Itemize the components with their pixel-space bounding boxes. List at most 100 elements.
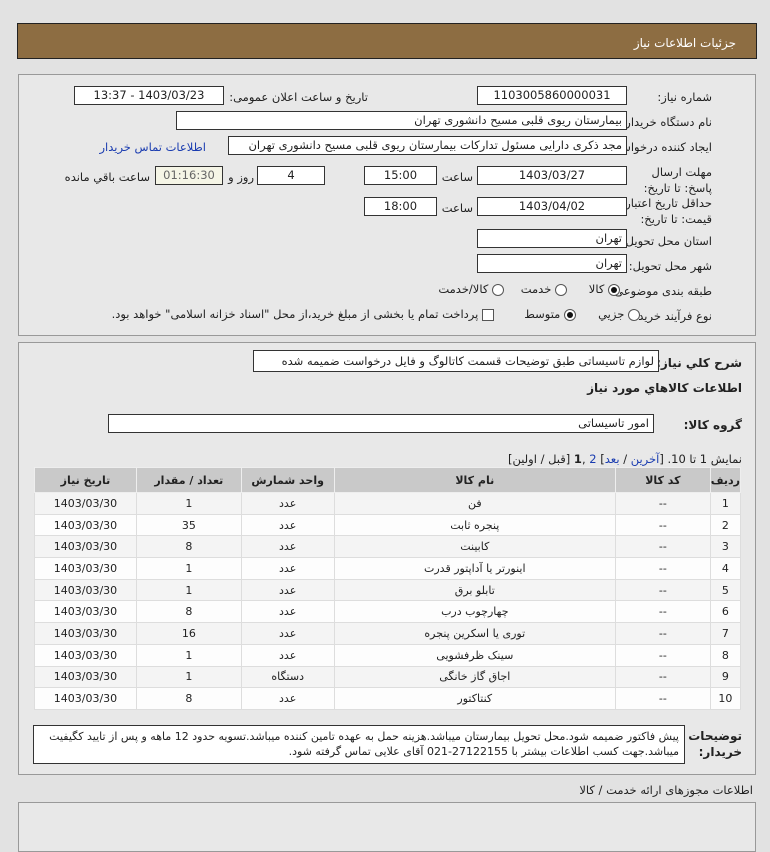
quantity-cell: 1 <box>135 557 242 580</box>
pagination: نمایش 1 تا 10. [آخرین / بعد] 2 ,1 [قبل /… <box>508 452 742 466</box>
goods-table: ردیف کد کالا نام کالا واحد شمارش تعداد / مقد… <box>34 467 742 710</box>
announce-date-label: تاریخ و ساعت اعلان عمومی: <box>229 90 368 104</box>
quantity-cell: 8 <box>135 687 242 710</box>
row-number-cell: 2 <box>709 513 742 537</box>
need-date-cell: 1403/03/30 <box>34 557 137 580</box>
summary-label: شرح کلي نياز: <box>656 356 742 370</box>
creator-field: مجد ذکری دارایی مسئول تدارکات بیمارستان … <box>228 136 627 155</box>
table-row: 2 -- پنجره ثابت عدد 35 1403/03/30 <box>34 513 742 537</box>
quantity-cell: 1 <box>135 578 242 602</box>
need-date-cell: 1403/03/30 <box>34 535 137 559</box>
quantity-cell: 35 <box>135 513 242 537</box>
column-header: ردیف <box>709 467 742 493</box>
category-radio-goods[interactable]: کالا <box>589 282 620 296</box>
process-radio-medium[interactable]: متوسط <box>524 307 576 321</box>
deadline-date-field: 1403/03/27 <box>477 166 627 185</box>
goods-code-cell: -- <box>614 513 711 537</box>
radio-label: کالا <box>588 282 605 296</box>
goods-code-cell: -- <box>614 622 711 645</box>
goods-name-cell: کابینت <box>333 535 616 559</box>
goods-code-cell: -- <box>614 687 711 710</box>
column-header: تعداد / مقدار <box>135 467 242 493</box>
process-label: نوع فرآیند خرید : <box>630 309 712 323</box>
pager-next-link[interactable]: بعد <box>604 452 620 466</box>
column-header: کد کالا <box>614 467 711 493</box>
goods-name-cell: تابلو برق <box>333 578 616 602</box>
quantity-cell: 8 <box>135 535 242 559</box>
goods-code-cell: -- <box>614 600 711 624</box>
need-date-cell: 1403/03/30 <box>34 665 137 689</box>
pager-sep: / <box>623 452 628 466</box>
radio-label: متوسط <box>524 307 561 321</box>
unit-cell: عدد <box>240 622 335 645</box>
goods-group-field: امور تاسیساتی <box>108 414 654 433</box>
need-date-cell: 1403/03/30 <box>34 600 137 624</box>
goods-group-label: گروه کالا: <box>683 418 742 432</box>
checkbox-label: پرداخت تمام یا بخشی از مبلغ خرید،از محل … <box>111 307 479 321</box>
radio-icon <box>628 308 640 321</box>
need-date-cell: 1403/03/30 <box>34 643 137 667</box>
column-header: تاریخ نیاز <box>34 467 137 493</box>
unit-cell: عدد <box>240 492 335 515</box>
process-radio-minor[interactable]: جزیي <box>598 307 640 321</box>
category-radio-goods-service[interactable]: کالا/خدمت <box>438 282 504 296</box>
radio-selected-icon <box>608 283 620 296</box>
radio-label: کالا/خدمت <box>438 282 489 296</box>
summary-field: لوازم تاسیساتی طبق توضیحات قسمت کاتالوگ … <box>253 350 659 372</box>
goods-name-cell: چهارچوب درب <box>333 600 616 624</box>
treasury-payment-checkbox[interactable]: پرداخت تمام یا بخشی از مبلغ خرید،از محل … <box>112 307 494 321</box>
table-header-row: ردیف کد کالا نام کالا واحد شمارش تعداد / مقد… <box>34 467 742 493</box>
deadline-time-label: ساعت <box>441 170 473 184</box>
buyer-field: بیمارستان ریوی قلبی مسیح دانشوری تهران <box>176 111 627 130</box>
category-radio-service[interactable]: خدمت <box>521 282 567 296</box>
row-number-cell: 6 <box>709 600 742 624</box>
permits-panel <box>18 802 756 852</box>
need-date-cell: 1403/03/30 <box>34 492 137 515</box>
need-date-cell: 1403/03/30 <box>34 687 137 710</box>
column-header: واحد شمارش <box>240 467 335 493</box>
row-number-cell: 3 <box>709 535 742 559</box>
goods-name-cell: فن <box>333 492 616 515</box>
goods-code-cell: -- <box>614 665 711 689</box>
column-header: نام کالا <box>333 467 616 493</box>
goods-code-cell: -- <box>614 578 711 602</box>
goods-name-cell: اینورتر یا آداپتور قدرت <box>333 557 616 580</box>
buyer-contact-link[interactable]: اطلاعات تماس خریدار <box>99 140 206 154</box>
quantity-cell: 8 <box>135 600 242 624</box>
province-label: استان محل تحویل: <box>621 234 712 248</box>
row-number-cell: 1 <box>709 492 742 515</box>
province-field: تهران <box>477 229 627 248</box>
pager-page-2[interactable]: 2 <box>589 452 597 466</box>
unit-cell: دستگاه <box>240 665 335 689</box>
need-number-label: شماره نیاز: <box>657 90 712 104</box>
table-row: 4 -- اینورتر یا آداپتور قدرت عدد 1 1403/03/30 <box>34 557 742 580</box>
table-row: 8 -- سینک ظرفشویی عدد 1 1403/03/30 <box>34 643 742 667</box>
deadline-label: مهلت ارسال پاسخ: تا تاریخ: <box>643 165 712 195</box>
unit-cell: عدد <box>240 557 335 580</box>
quantity-cell: 1 <box>135 643 242 667</box>
goods-code-cell: -- <box>614 492 711 515</box>
goods-info-title: اطلاعات کالاهاي مورد نياز <box>587 381 742 395</box>
unit-cell: عدد <box>240 687 335 710</box>
goods-code-cell: -- <box>614 557 711 580</box>
permits-title: اطلاعات مجوزهای ارائه خدمت / کالا <box>579 783 753 797</box>
table-row: 7 -- توری یا اسکرین پنجره عدد 16 1403/03/30 <box>34 622 742 645</box>
buyer-notes-field: پیش فاکتور ضمیمه شود.محل تحویل بیمارستان… <box>33 725 685 764</box>
row-number-cell: 10 <box>709 687 742 710</box>
validity-label: حداقل تاریخ اعتبار قیمت: تا تاریخ: <box>625 196 712 226</box>
goods-name-cell: اجاق گاز خانگی <box>333 665 616 689</box>
checkbox-icon <box>482 308 494 321</box>
pager-range: نمایش 1 تا 10. <box>667 452 742 466</box>
pager-prev-first: [قبل / اولین] <box>507 452 571 466</box>
need-date-cell: 1403/03/30 <box>34 513 137 537</box>
table-row: 9 -- اجاق گاز خانگی دستگاه 1 1403/03/30 <box>34 665 742 689</box>
days-label: روز و <box>228 170 254 184</box>
buyer-notes-label: توضیحات خریدار: <box>688 729 742 759</box>
table-row: 5 -- تابلو برق عدد 1 1403/03/30 <box>34 578 742 602</box>
need-date-cell: 1403/03/30 <box>34 578 137 602</box>
remaining-time-label: ساعت باقي مانده <box>64 170 150 184</box>
validity-time-field: 18:00 <box>364 197 437 216</box>
pager-bracket: [ <box>659 452 664 466</box>
row-number-cell: 5 <box>709 578 742 602</box>
pager-last-link[interactable]: آخرین <box>630 452 660 466</box>
